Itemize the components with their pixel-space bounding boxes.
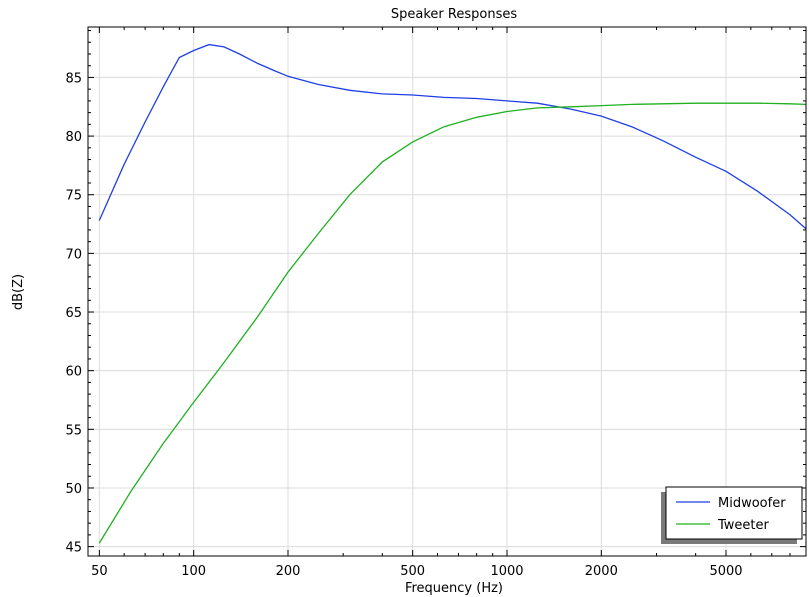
x-tick-label: 2000 xyxy=(585,564,618,579)
y-tick-label: 45 xyxy=(65,541,82,556)
x-tick-label: 5000 xyxy=(709,564,742,579)
series-line-tweeter xyxy=(98,102,807,544)
y-tick-label: 50 xyxy=(65,482,82,497)
x-tick-label: 200 xyxy=(276,564,301,579)
y-tick-label: 65 xyxy=(65,306,82,321)
x-tick-label: 500 xyxy=(400,564,425,579)
legend: Midwoofer Tweeter xyxy=(661,486,803,544)
y-tick-label: 60 xyxy=(65,365,82,380)
legend-label-midwoofer: Midwoofer xyxy=(718,496,786,511)
chart-title: Speaker Responses xyxy=(391,7,517,22)
tick-labels: 50 100 200 500 1000 2000 5000 45 50 55 60 65 70 75 80 8… xyxy=(65,71,742,579)
y-tick-label: 85 xyxy=(65,71,82,86)
grid xyxy=(88,27,806,556)
x-tick-label: 1000 xyxy=(490,564,523,579)
plot-frame xyxy=(87,26,807,557)
x-axis-label: Frequency (Hz) xyxy=(405,581,503,596)
series-layer xyxy=(98,43,807,544)
x-tick-label: 100 xyxy=(181,564,206,579)
y-tick-label: 75 xyxy=(65,189,82,204)
legend-label-tweeter: Tweeter xyxy=(717,518,770,533)
y-axis-label: dB(Z) xyxy=(11,274,26,310)
y-tick-label: 55 xyxy=(65,423,82,438)
ticks xyxy=(88,27,807,556)
series-line-midwoofer xyxy=(98,43,807,230)
y-tick-label: 80 xyxy=(65,130,82,145)
legend-box xyxy=(665,486,803,540)
y-tick-label: 70 xyxy=(65,247,82,262)
x-tick-label: 50 xyxy=(91,564,108,579)
